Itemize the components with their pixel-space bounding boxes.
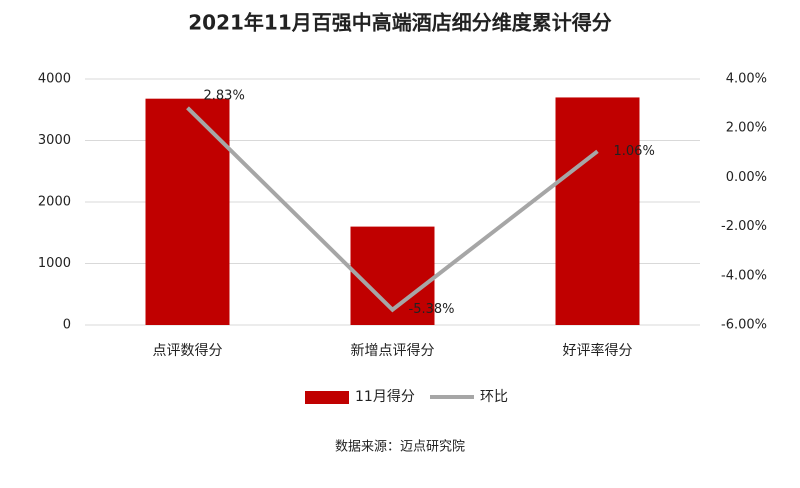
line xyxy=(186,106,599,313)
data-label: 1.06% xyxy=(614,144,655,159)
chart-title: 2021年11月百强中高端酒店细分维度累计得分 xyxy=(188,11,612,35)
data-label: -5.38% xyxy=(409,302,455,317)
y-tick-label: 1000 xyxy=(38,256,71,271)
y-tick-label: 2000 xyxy=(38,195,71,210)
bar xyxy=(145,98,230,326)
data-label: 2.83% xyxy=(204,88,245,103)
legend-label: 11月得分 xyxy=(355,388,415,405)
x-tick-label: 好评率得分 xyxy=(563,342,633,359)
bar xyxy=(555,97,640,325)
y-tick-label: 0 xyxy=(63,318,71,333)
y-tick-label: 3000 xyxy=(38,133,71,148)
x-tick-label: 新增点评得分 xyxy=(351,342,435,359)
y2-tick-label: -2.00% xyxy=(721,219,767,234)
source-note: 数据来源：迈点研究院 xyxy=(335,440,465,455)
y2-tick-label: 0.00% xyxy=(726,170,767,185)
legend-label: 环比 xyxy=(480,389,508,405)
y2-tick-label: 4.00% xyxy=(726,72,767,87)
x-tick-label: 点评数得分 xyxy=(153,342,223,359)
y2-tick-label: -6.00% xyxy=(721,318,767,333)
y2-tick-label: -4.00% xyxy=(721,268,767,283)
y2-tick-label: 2.00% xyxy=(726,121,767,136)
y-tick-label: 4000 xyxy=(38,72,71,87)
legend-swatch xyxy=(305,391,349,404)
